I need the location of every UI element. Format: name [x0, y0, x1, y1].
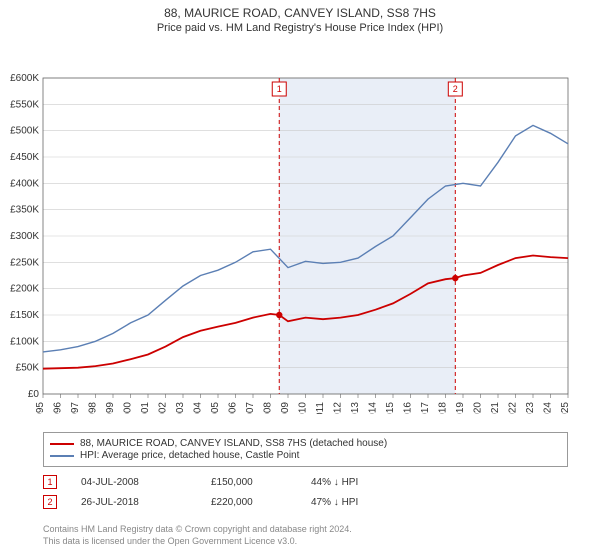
svg-text:2005: 2005 — [210, 402, 221, 414]
marker-badge: 1 — [43, 475, 57, 489]
svg-text:2007: 2007 — [245, 402, 256, 414]
svg-text:2008: 2008 — [263, 402, 274, 414]
legend-swatch — [50, 455, 74, 457]
svg-text:1998: 1998 — [88, 402, 99, 414]
svg-text:2001: 2001 — [140, 402, 151, 414]
svg-text:£50K: £50K — [16, 363, 40, 374]
svg-text:2004: 2004 — [193, 402, 204, 414]
svg-text:2015: 2015 — [385, 402, 396, 414]
marker-date: 26-JUL-2018 — [81, 497, 211, 508]
chart-subtitle: Price paid vs. HM Land Registry's House … — [0, 22, 600, 34]
title-group: 88, MAURICE ROAD, CANVEY ISLAND, SS8 7HS… — [0, 0, 600, 34]
svg-text:2000: 2000 — [123, 402, 134, 414]
svg-text:2025: 2025 — [560, 402, 571, 414]
svg-text:2009: 2009 — [280, 402, 291, 414]
svg-text:2024: 2024 — [543, 402, 554, 414]
marker-pct: 47% ↓ HPI — [311, 497, 431, 508]
svg-text:2018: 2018 — [438, 402, 449, 414]
legend-item: HPI: Average price, detached house, Cast… — [50, 450, 561, 461]
marker-price: £150,000 — [211, 477, 311, 488]
svg-text:1997: 1997 — [70, 402, 81, 414]
svg-text:1995: 1995 — [35, 402, 46, 414]
chart-container: 88, MAURICE ROAD, CANVEY ISLAND, SS8 7HS… — [0, 0, 600, 560]
svg-text:2023: 2023 — [525, 402, 536, 414]
marker-row: 1 04-JUL-2008£150,00044% ↓ HPI — [43, 472, 568, 492]
svg-text:2003: 2003 — [175, 402, 186, 414]
marker-table: 1 04-JUL-2008£150,00044% ↓ HPI 2 26-JUL-201… — [43, 472, 568, 512]
legend-label: 88, MAURICE ROAD, CANVEY ISLAND, SS8 7HS… — [80, 438, 387, 449]
marker-pct: 44% ↓ HPI — [311, 477, 431, 488]
svg-text:£450K: £450K — [10, 152, 39, 163]
svg-text:1999: 1999 — [105, 402, 116, 414]
svg-text:2016: 2016 — [403, 402, 414, 414]
footer: Contains HM Land Registry data © Crown c… — [43, 524, 568, 547]
svg-text:2014: 2014 — [368, 402, 379, 414]
svg-text:2020: 2020 — [473, 402, 484, 414]
marker-row: 2 26-JUL-2018£220,00047% ↓ HPI — [43, 492, 568, 512]
svg-text:£150K: £150K — [10, 310, 39, 321]
svg-text:£350K: £350K — [10, 205, 39, 216]
legend-item: 88, MAURICE ROAD, CANVEY ISLAND, SS8 7HS… — [50, 438, 561, 449]
legend: 88, MAURICE ROAD, CANVEY ISLAND, SS8 7HS… — [43, 432, 568, 467]
legend-swatch — [50, 443, 74, 445]
marker-badge: 2 — [43, 495, 57, 509]
svg-text:1996: 1996 — [53, 402, 64, 414]
svg-text:2017: 2017 — [420, 402, 431, 414]
svg-text:1: 1 — [277, 84, 282, 94]
footer-line-1: Contains HM Land Registry data © Crown c… — [43, 524, 568, 536]
svg-text:2012: 2012 — [333, 402, 344, 414]
svg-text:£200K: £200K — [10, 284, 39, 295]
chart-plot: £0 £50K £100K £150K £200K £250K £300K £350K £400… — [0, 34, 600, 414]
svg-text:2006: 2006 — [228, 402, 239, 414]
svg-text:£250K: £250K — [10, 257, 39, 268]
chart-title: 88, MAURICE ROAD, CANVEY ISLAND, SS8 7HS — [0, 6, 600, 20]
legend-label: HPI: Average price, detached house, Cast… — [80, 450, 299, 461]
svg-text:2002: 2002 — [158, 402, 169, 414]
svg-text:£550K: £550K — [10, 99, 39, 110]
svg-text:2011: 2011 — [315, 402, 326, 414]
svg-text:£100K: £100K — [10, 336, 39, 347]
svg-text:£300K: £300K — [10, 231, 39, 242]
marker-date: 04-JUL-2008 — [81, 477, 211, 488]
footer-line-2: This data is licensed under the Open Gov… — [43, 536, 568, 548]
svg-text:£400K: £400K — [10, 178, 39, 189]
svg-text:£0: £0 — [28, 389, 40, 400]
svg-text:2022: 2022 — [508, 402, 519, 414]
svg-text:£500K: £500K — [10, 126, 39, 137]
svg-text:£600K: £600K — [10, 73, 39, 84]
svg-text:2021: 2021 — [490, 402, 501, 414]
marker-price: £220,000 — [211, 497, 311, 508]
svg-text:2013: 2013 — [350, 402, 361, 414]
svg-text:2: 2 — [453, 84, 458, 94]
svg-text:2019: 2019 — [455, 402, 466, 414]
svg-text:2010: 2010 — [298, 402, 309, 414]
